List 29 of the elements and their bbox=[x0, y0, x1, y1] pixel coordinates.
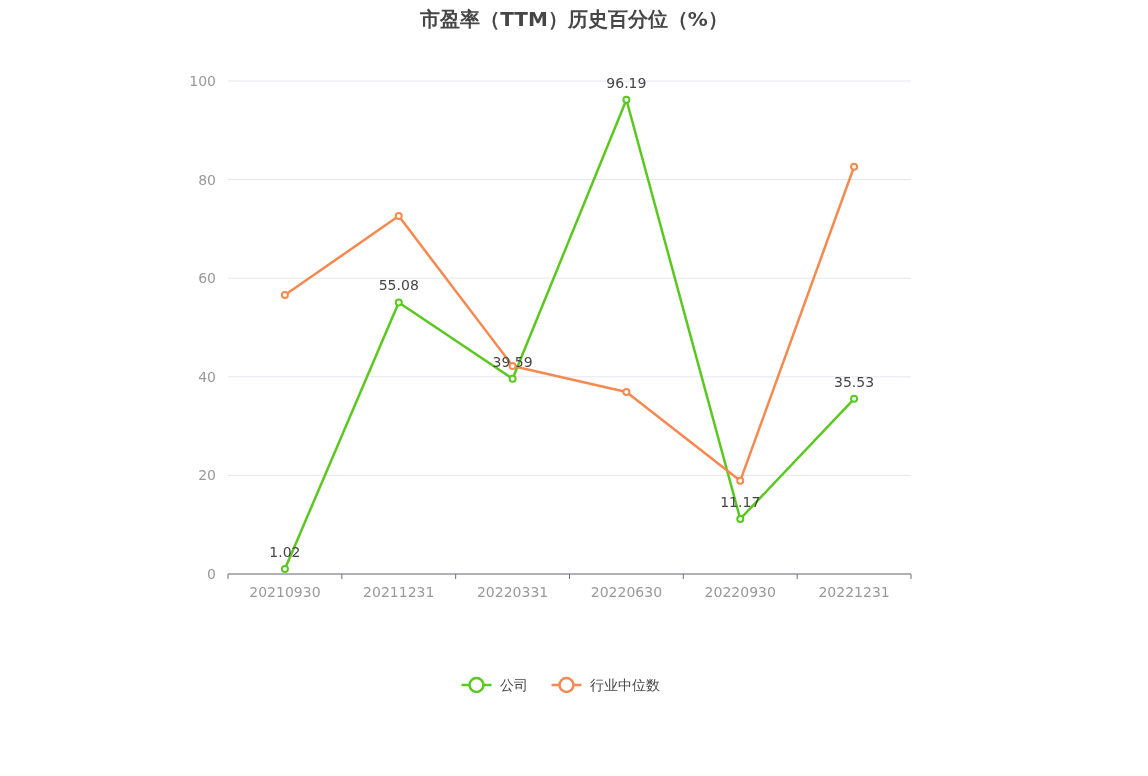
x-tick-label: 20221231 bbox=[818, 584, 890, 600]
y-tick-label: 80 bbox=[198, 171, 216, 188]
x-tick-label: 20220630 bbox=[590, 584, 663, 600]
point bbox=[622, 95, 631, 104]
point bbox=[622, 388, 631, 397]
data-label: 96.19 bbox=[606, 74, 647, 91]
y-tick-label: 100 bbox=[189, 73, 216, 89]
data-label: 55.08 bbox=[378, 277, 419, 294]
point bbox=[508, 374, 517, 383]
point bbox=[394, 298, 403, 307]
chart-title: 市盈率（TTM）历史百分位（%） bbox=[419, 7, 728, 31]
point bbox=[850, 394, 859, 403]
y-tick-label: 60 bbox=[198, 270, 216, 287]
point bbox=[280, 290, 289, 299]
point bbox=[736, 476, 745, 485]
y-tick-label: 0 bbox=[207, 566, 216, 582]
point bbox=[394, 212, 403, 221]
data-label: 35.53 bbox=[834, 373, 875, 390]
x-tick-label: 20220930 bbox=[704, 584, 776, 600]
legend-label: 公司 bbox=[499, 677, 528, 693]
y-tick-label: 40 bbox=[198, 368, 216, 385]
y-tick-label: 20 bbox=[198, 467, 216, 484]
point bbox=[850, 162, 859, 171]
x-tick-label: 20220331 bbox=[476, 584, 549, 600]
legend-label: 行业中位数 bbox=[589, 677, 660, 693]
point bbox=[280, 564, 289, 573]
x-tick-label: 20211231 bbox=[363, 584, 435, 600]
point bbox=[736, 514, 745, 523]
x-tick-label: 20210930 bbox=[249, 584, 321, 600]
